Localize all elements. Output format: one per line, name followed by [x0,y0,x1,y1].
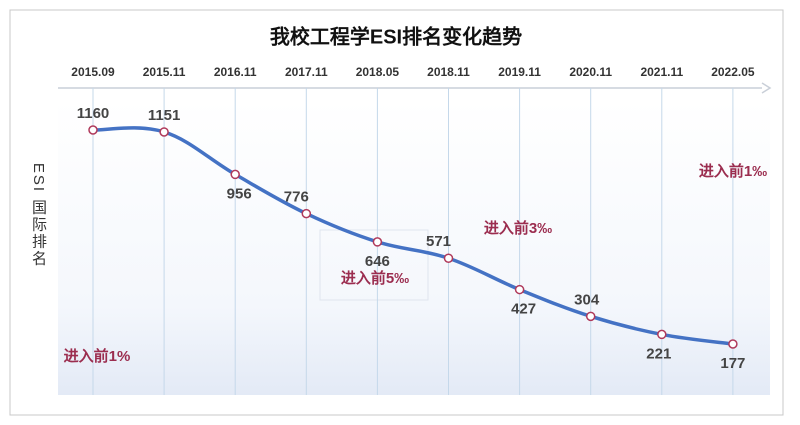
y-axis-label: ESI 国际排名 [30,163,47,267]
x-tick-label: 2021.11 [640,65,683,79]
x-tick-label: 2015.09 [71,65,115,79]
axis-arrow [761,82,772,94]
annotation: 进入前1% [64,347,131,365]
data-label: 177 [720,355,745,372]
x-tick-label: 2018.11 [427,65,470,79]
x-tick-label: 2017.11 [285,65,328,79]
data-label: 427 [511,301,536,318]
data-point [372,237,383,247]
chart-title: 我校工程学ESI排名变化趋势 [270,24,522,48]
series-line [91,126,735,346]
annotation: 进入前3‰ [484,219,552,237]
x-tick-label: 2018.05 [356,65,400,79]
data-point [301,208,312,219]
annotation: 进入前1‰ [699,162,767,180]
data-point [728,339,738,349]
data-label: 304 [574,291,600,308]
data-label: 221 [646,345,671,362]
plot-background [58,100,770,395]
data-label: 956 [227,185,252,202]
x-tick-label: 2019.11 [498,65,541,79]
x-tick-label: 2015.11 [143,65,186,79]
data-point [443,253,454,263]
data-label: 571 [426,233,451,250]
data-label: 1160 [77,105,110,122]
annotation: 进入前5‰ [341,269,409,287]
data-point [657,329,667,340]
data-point [230,169,240,180]
data-point [159,127,169,137]
data-label: 1151 [148,107,181,124]
x-tick-label: 2020.11 [569,65,612,79]
annotation-box [319,229,429,301]
data-label: 646 [365,253,390,270]
data-label: 776 [284,189,309,206]
x-tick-label: 2016.11 [214,65,257,79]
data-point [514,284,525,295]
x-tick-label: 2022.05 [711,65,755,79]
data-point [585,311,596,322]
data-point [88,125,98,135]
